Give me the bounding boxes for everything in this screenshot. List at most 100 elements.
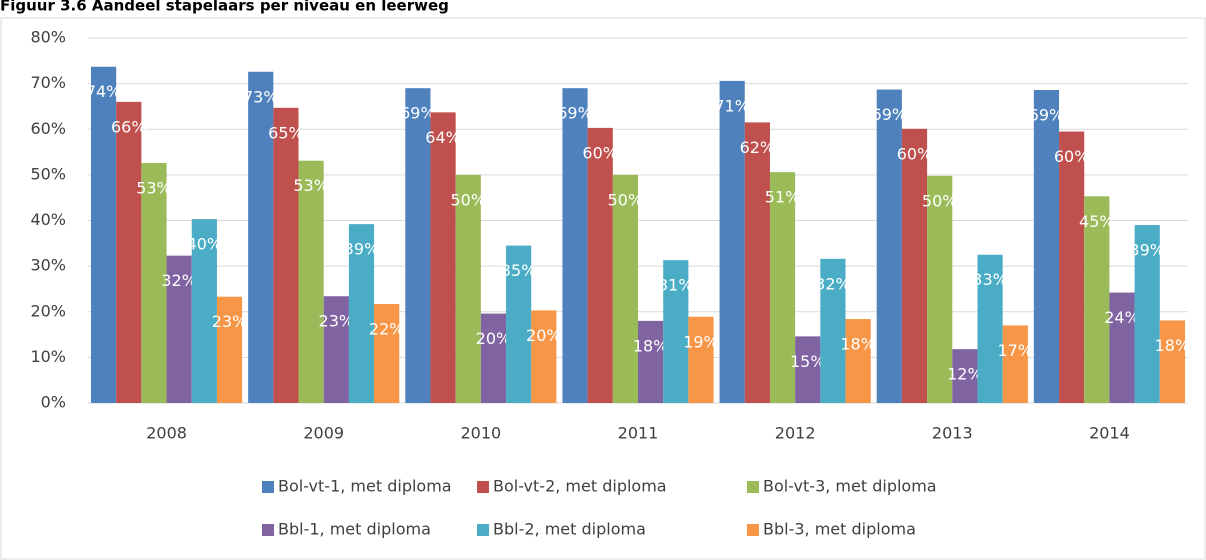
- value-label: 74%: [86, 82, 122, 101]
- value-label: 69%: [557, 104, 593, 123]
- bar: [663, 260, 689, 403]
- value-label: 73%: [243, 87, 279, 106]
- bar: [116, 101, 142, 403]
- bar: [612, 174, 638, 403]
- x-tick-label: 2009: [303, 424, 344, 443]
- value-label: 39%: [344, 240, 380, 259]
- value-label: 31%: [658, 276, 694, 295]
- value-label: 18%: [1155, 336, 1191, 355]
- y-tick-label: 0%: [41, 393, 66, 412]
- y-tick-label: 60%: [30, 119, 66, 138]
- value-label: 12%: [947, 365, 983, 384]
- value-label: 32%: [161, 271, 197, 290]
- legend-swatch: [262, 524, 274, 536]
- y-tick-label: 20%: [30, 301, 66, 320]
- y-tick-label: 30%: [30, 256, 66, 275]
- bar: [166, 255, 192, 403]
- bar: [820, 258, 846, 403]
- bar: [248, 71, 274, 403]
- legend-swatch: [477, 524, 489, 536]
- legend-label: Bol-vt-3, met diploma: [763, 477, 937, 496]
- value-label: 35%: [501, 261, 537, 280]
- value-label: 20%: [476, 329, 512, 348]
- value-label: 50%: [608, 190, 644, 209]
- bar: [1059, 131, 1085, 403]
- value-label: 71%: [714, 96, 750, 115]
- bar: [901, 128, 928, 403]
- value-label: 60%: [1054, 147, 1090, 166]
- bar: [795, 336, 821, 403]
- bar: [374, 303, 400, 403]
- x-tick-label: 2010: [460, 424, 501, 443]
- bar: [587, 127, 613, 403]
- bar: [216, 296, 243, 403]
- x-tick-label: 2012: [775, 424, 816, 443]
- value-label: 18%: [633, 336, 669, 355]
- y-tick-label: 70%: [30, 73, 66, 92]
- value-label: 32%: [815, 274, 851, 293]
- value-label: 23%: [212, 312, 248, 331]
- value-label: 53%: [293, 176, 329, 195]
- legend-label: Bbl-2, met diploma: [493, 520, 646, 539]
- legend-label: Bbl-3, met diploma: [763, 520, 916, 539]
- bar: [562, 88, 588, 403]
- y-tick-label: 50%: [30, 164, 66, 183]
- bar: [91, 66, 117, 404]
- value-label: 60%: [582, 143, 618, 162]
- value-label: 40%: [187, 235, 223, 254]
- bar: [769, 172, 796, 403]
- bar: [298, 160, 324, 403]
- value-label: 39%: [1129, 241, 1165, 260]
- value-label: 65%: [268, 123, 304, 142]
- bar: [1109, 292, 1135, 403]
- bar: [191, 219, 217, 403]
- value-label: 33%: [972, 270, 1008, 289]
- bar: [845, 319, 871, 403]
- value-label: 62%: [740, 138, 776, 157]
- bar: [1159, 320, 1185, 403]
- y-tick-label: 10%: [30, 347, 66, 366]
- bar: [141, 163, 167, 403]
- bar: [531, 310, 557, 403]
- value-label: 51%: [765, 188, 801, 207]
- legend-label: Bol-vt-2, met diploma: [493, 477, 667, 496]
- value-label: 23%: [319, 312, 355, 331]
- legend-swatch: [747, 481, 759, 493]
- value-label: 20%: [526, 326, 562, 345]
- value-label: 19%: [683, 332, 719, 351]
- bar: [1002, 325, 1028, 403]
- value-label: 69%: [400, 104, 436, 123]
- value-label: 53%: [136, 179, 172, 198]
- value-label: 69%: [872, 105, 908, 124]
- bar: [348, 224, 375, 403]
- chart-title: Figuur 3.6 Aandeel stapelaars per niveau…: [0, 0, 449, 15]
- legend-label: Bbl-1, met diploma: [278, 520, 431, 539]
- bar: [405, 88, 431, 403]
- bar: [1084, 196, 1110, 403]
- value-label: 15%: [790, 352, 826, 371]
- value-label: 69%: [1029, 106, 1065, 125]
- bar: [688, 316, 714, 403]
- bar: [744, 122, 770, 403]
- legend-swatch: [477, 481, 489, 493]
- y-tick-label: 40%: [30, 210, 66, 229]
- bar: [1033, 90, 1060, 403]
- legend-swatch: [747, 524, 759, 536]
- y-tick-label: 80%: [30, 28, 66, 47]
- bar: [927, 175, 953, 403]
- legend-swatch: [262, 481, 274, 493]
- legend-label: Bol-vt-1, met diploma: [278, 477, 452, 496]
- value-label: 22%: [369, 319, 405, 338]
- value-label: 24%: [1104, 308, 1140, 327]
- bar: [506, 245, 532, 403]
- bar: [273, 107, 299, 404]
- x-tick-label: 2011: [618, 424, 659, 443]
- bar: [1134, 225, 1160, 403]
- bar: [430, 112, 456, 404]
- bar: [480, 313, 507, 403]
- value-label: 64%: [425, 128, 461, 147]
- bar: [719, 80, 745, 403]
- value-label: 66%: [111, 117, 147, 136]
- value-label: 60%: [897, 144, 933, 163]
